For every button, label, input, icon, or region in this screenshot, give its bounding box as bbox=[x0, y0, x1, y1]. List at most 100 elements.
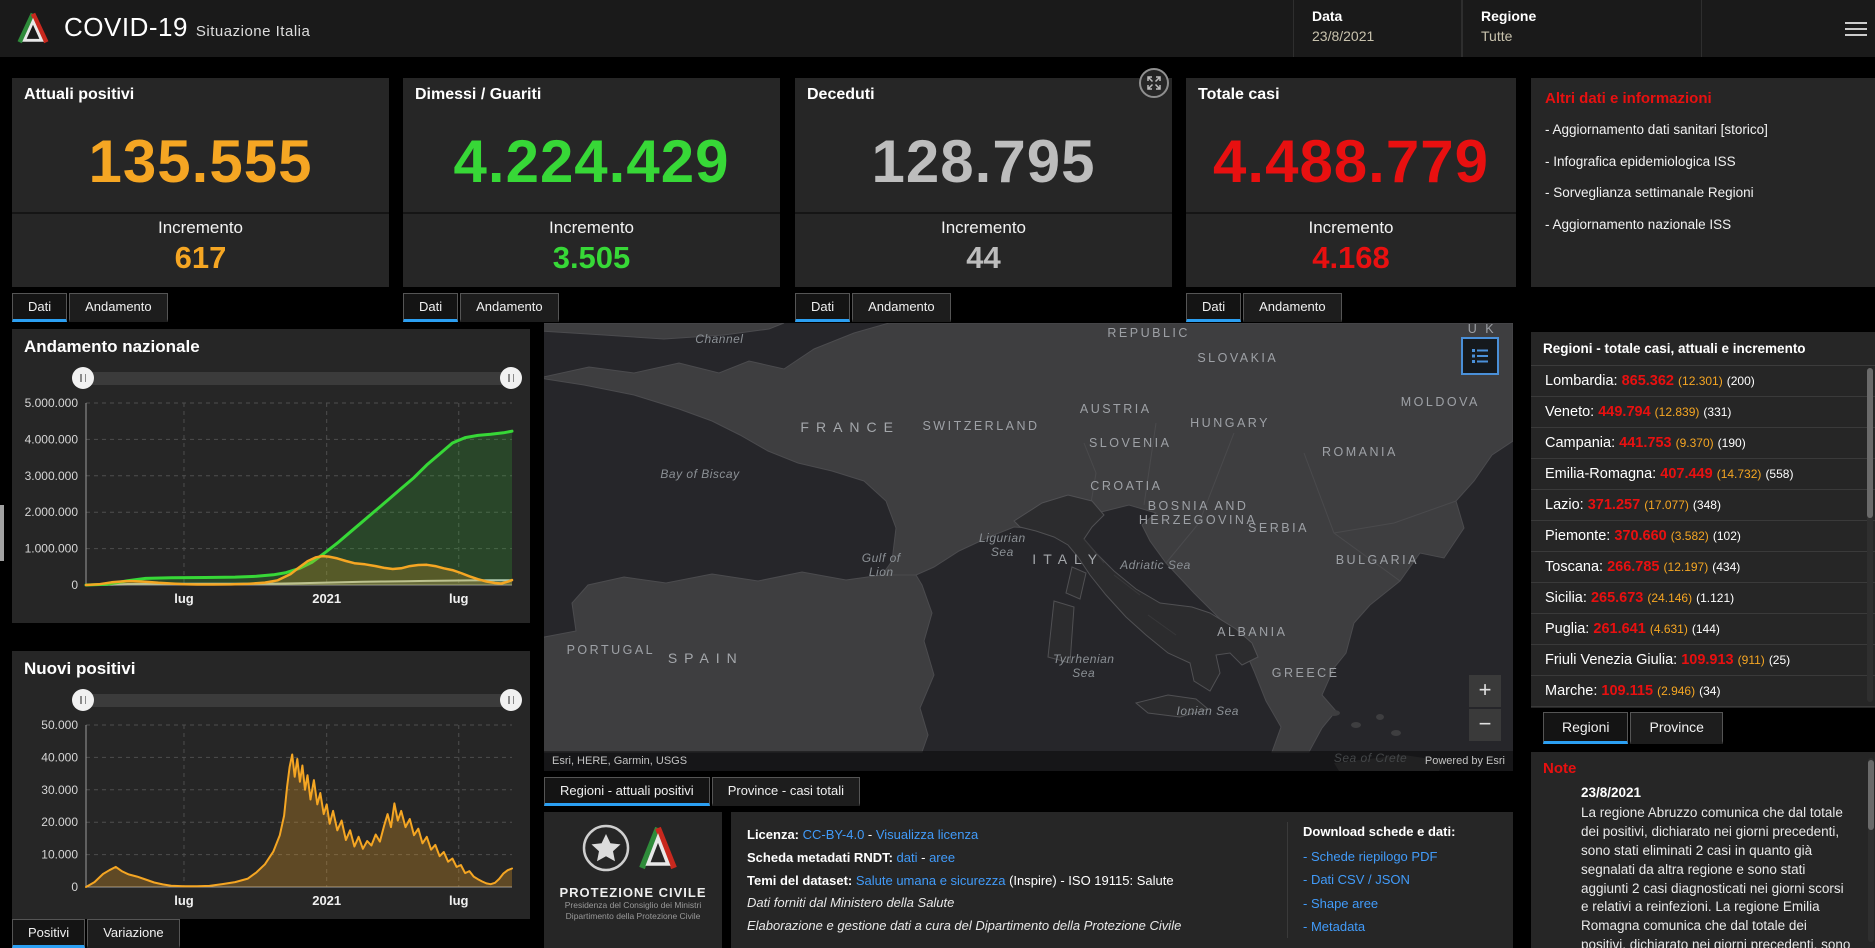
svg-text:0: 0 bbox=[71, 880, 78, 894]
stat-card-deceduti: Deceduti 128.795 Incremento 44 bbox=[795, 78, 1172, 287]
rndt-aree-link[interactable]: aree bbox=[929, 849, 956, 865]
stat-card-attuali-positivi: Attuali positivi 135.555 Incremento 617 bbox=[12, 78, 389, 287]
org-subtitle-2: Dipartimento della Protezione Civile bbox=[565, 911, 701, 922]
slider-track[interactable] bbox=[76, 694, 518, 707]
download-section: Download schede e dati: - Schede riepilo… bbox=[1303, 824, 1503, 939]
tab-andamento[interactable]: Andamento bbox=[852, 293, 951, 322]
info-link[interactable]: - Aggiornamento dati sanitari [storico] bbox=[1545, 122, 1768, 137]
slider-handle-right[interactable] bbox=[500, 689, 522, 711]
tab-andamento[interactable]: Andamento bbox=[1243, 293, 1342, 322]
card-value: 4.224.429 bbox=[453, 128, 730, 195]
tab-dati[interactable]: Dati bbox=[1186, 293, 1242, 322]
tab-regioni[interactable]: Regioni bbox=[1543, 712, 1629, 744]
note-date: 23/8/2021 bbox=[1581, 785, 1642, 800]
card-value: 128.795 bbox=[871, 128, 1096, 195]
download-title: Download schede e dati: bbox=[1303, 824, 1456, 839]
andamento-range-slider bbox=[72, 367, 522, 389]
card-increment-value: 4.168 bbox=[1312, 240, 1390, 275]
info-link[interactable]: - Aggiornamento nazionale ISS bbox=[1545, 216, 1732, 232]
card-tabs-group-2: Dati Andamento bbox=[795, 293, 953, 322]
tab-positivi[interactable]: Positivi bbox=[12, 919, 86, 948]
footer-logo-box: PROTEZIONE CIVILE Presidenza del Consigl… bbox=[544, 812, 722, 948]
license-line: Licenza: CC-BY-4.0 - Visualizza licenza bbox=[747, 827, 979, 842]
legend-list-icon bbox=[1472, 349, 1488, 363]
download-link[interactable]: - Metadata bbox=[1303, 919, 1366, 935]
region-selector[interactable]: Regione Tutte bbox=[1462, 0, 1702, 57]
protezione-civile-emblems-icon bbox=[582, 824, 677, 872]
card-value: 135.555 bbox=[88, 128, 313, 195]
region-row: Emilia-Romagna: 407.449 (14.732) (558) bbox=[1531, 459, 1875, 490]
info-link[interactable]: - Infografica epidemiologica ISS bbox=[1545, 153, 1736, 169]
page-subtitle: Situazione Italia bbox=[195, 23, 311, 40]
svg-text:3.000.000: 3.000.000 bbox=[25, 469, 79, 483]
collapse-panel-handle[interactable] bbox=[0, 505, 4, 561]
slider-handle-left[interactable] bbox=[72, 689, 94, 711]
region-row: Toscana: 266.785 (12.197) (434) bbox=[1531, 552, 1875, 583]
slider-handle-left[interactable] bbox=[72, 367, 94, 389]
card-increment-label: Incremento bbox=[940, 218, 1027, 237]
map-tabs: Regioni - attuali positivi Province - ca… bbox=[544, 777, 862, 806]
expand-icon[interactable] bbox=[1139, 68, 1169, 98]
map-legend-button[interactable] bbox=[1461, 337, 1499, 375]
info-link[interactable]: - Sorveglianza settimanale Regioni bbox=[1545, 185, 1754, 201]
slider-handle-right[interactable] bbox=[500, 367, 522, 389]
map-zoom-in-button[interactable]: + bbox=[1469, 675, 1501, 707]
tab-andamento[interactable]: Andamento bbox=[460, 293, 559, 322]
region-row: Friuli Venezia Giulia: 109.913 (911) (25… bbox=[1531, 645, 1875, 676]
region-row: Campania: 441.753 (9.370) (190) bbox=[1531, 428, 1875, 459]
svg-text:4.000.000: 4.000.000 bbox=[25, 432, 79, 446]
region-row: Lazio: 371.257 (17.077) (348) bbox=[1531, 490, 1875, 521]
svg-text:40.000: 40.000 bbox=[41, 750, 78, 764]
download-link[interactable]: - Schede riepilogo PDF bbox=[1303, 849, 1438, 864]
date-selector[interactable]: Data 23/8/2021 bbox=[1293, 0, 1462, 57]
note-scrollbar[interactable] bbox=[1868, 758, 1874, 942]
note-title: Note bbox=[1543, 760, 1577, 777]
region-row: Puglia: 261.641 (4.631) (144) bbox=[1531, 614, 1875, 645]
tab-province[interactable]: Province bbox=[1630, 712, 1723, 744]
tab-regioni-attuali[interactable]: Regioni - attuali positivi bbox=[544, 777, 710, 806]
tab-province-totali[interactable]: Province - casi totali bbox=[711, 777, 861, 806]
map-attribution: Esri, HERE, Garmin, USGS Powered by Esri bbox=[544, 751, 1513, 771]
region-row: Piemonte: 370.660 (3.582) (102) bbox=[1531, 521, 1875, 552]
slider-track[interactable] bbox=[76, 372, 518, 385]
card-title: Totale casi bbox=[1198, 86, 1280, 103]
nuovi-positivi-chart: 50.000 40.000 30.000 20.000 10.000 0 lug 2021 lu… bbox=[22, 717, 520, 914]
region-row: Marche: 109.115 (2.946) (34) bbox=[1531, 676, 1875, 707]
org-subtitle-1: Presidenza del Consiglio dei Ministri bbox=[564, 900, 702, 910]
license-link[interactable]: CC-BY-4.0 bbox=[802, 827, 865, 842]
view-license-link[interactable]: Visualizza licenza bbox=[875, 827, 979, 842]
tab-dati[interactable]: Dati bbox=[403, 293, 459, 322]
svg-text:30.000: 30.000 bbox=[41, 783, 78, 797]
svg-text:lug: lug bbox=[449, 591, 469, 606]
protezione-civile-logo-icon bbox=[17, 12, 49, 44]
note-panel: Note 23/8/2021 La regione Abruzzo comuni… bbox=[1531, 752, 1875, 948]
tab-andamento[interactable]: Andamento bbox=[69, 293, 168, 322]
menu-icon[interactable] bbox=[1845, 18, 1867, 36]
download-link[interactable]: - Shape aree bbox=[1303, 895, 1379, 911]
card-value: 4.488.779 bbox=[1213, 128, 1489, 195]
data-source-line: Dati forniti dal Ministero della Salute bbox=[747, 895, 955, 911]
card-title: Deceduti bbox=[807, 86, 875, 103]
card-title: Attuali positivi bbox=[24, 86, 135, 103]
region-row: Lombardia: 865.362 (12.301) (200) bbox=[1531, 366, 1875, 397]
stat-card-dimessi-guariti: Dimessi / Guariti 4.224.429 Incremento 3.50… bbox=[403, 78, 780, 287]
tab-variazione[interactable]: Variazione bbox=[87, 919, 180, 948]
card-increment-value: 3.505 bbox=[552, 240, 631, 275]
footer-license-box: Licenza: CC-BY-4.0 - Visualizza licenza … bbox=[731, 812, 1513, 948]
andamento-nazionale-panel: Andamento nazionale 5.000.000 4.000.000 3.… bbox=[12, 329, 530, 623]
rndt-dati-link[interactable]: dati bbox=[896, 849, 918, 865]
card-increment-label: Incremento bbox=[157, 218, 244, 237]
expand-arrows-icon bbox=[1147, 76, 1161, 90]
svg-text:0: 0 bbox=[71, 578, 78, 592]
tab-dati[interactable]: Dati bbox=[795, 293, 851, 322]
nuovi-chart-title: Nuovi positivi bbox=[24, 659, 136, 678]
metadata-line: Scheda metadati RNDT: dati - aree bbox=[747, 849, 956, 865]
map-zoom-out-button[interactable]: − bbox=[1469, 709, 1501, 741]
nuovi-positivi-panel: Nuovi positivi 50.000 40.000 30.000 20.000 1… bbox=[12, 651, 530, 919]
regioni-scrollbar[interactable] bbox=[1867, 368, 1873, 702]
download-link[interactable]: - Dati CSV / JSON bbox=[1303, 872, 1410, 888]
tab-dati[interactable]: Dati bbox=[12, 293, 68, 322]
inspire-theme-link[interactable]: Salute umana e sicurezza bbox=[855, 872, 1006, 888]
